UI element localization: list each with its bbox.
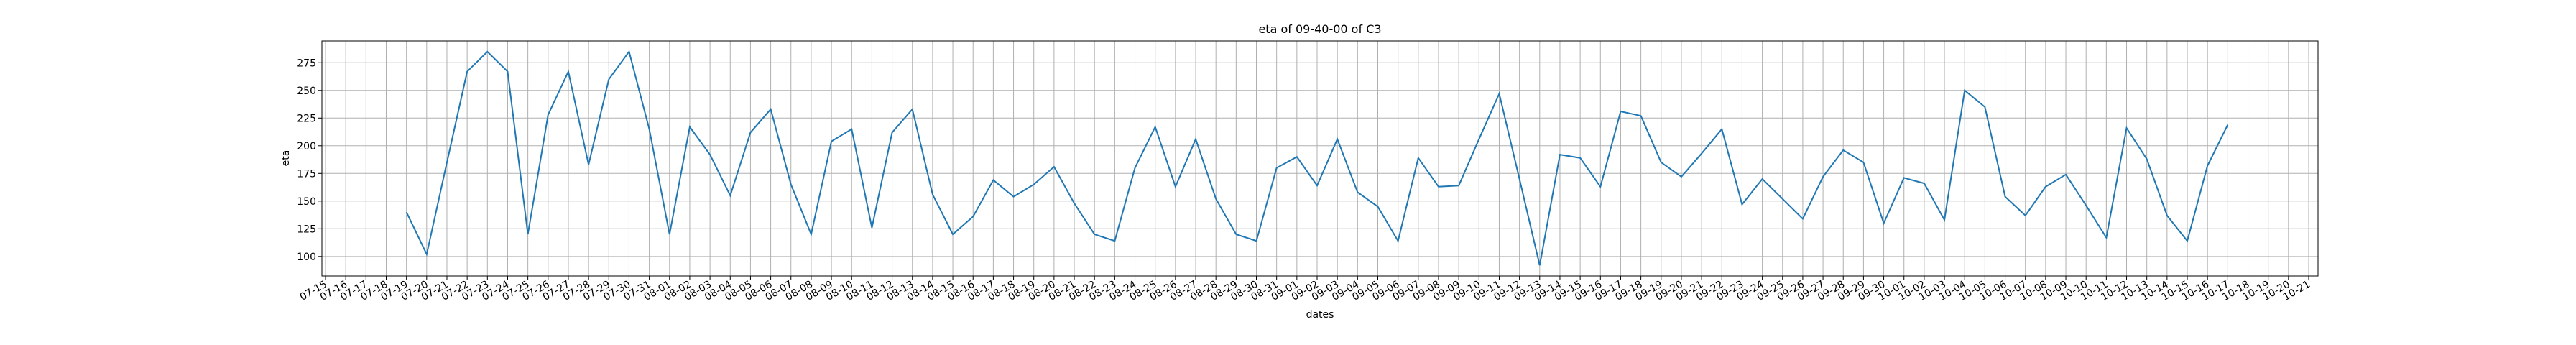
- y-tick-label: 250: [297, 86, 316, 97]
- y-tick-label: 150: [297, 196, 316, 208]
- data-line: [405, 50, 2229, 266]
- y-tick-label: 200: [297, 141, 316, 152]
- chart-title: eta of 09-40-00 of C3: [1258, 22, 1381, 36]
- y-tick-label: 225: [297, 113, 316, 124]
- x-axis-label: dates: [1306, 309, 1334, 321]
- plot-frame: [321, 40, 2319, 277]
- y-tick-label: 100: [297, 252, 316, 263]
- y-axis-label: eta: [280, 150, 292, 167]
- y-tick-label: 275: [297, 58, 316, 69]
- y-tick-label: 175: [297, 168, 316, 180]
- y-tick-label: 125: [297, 224, 316, 235]
